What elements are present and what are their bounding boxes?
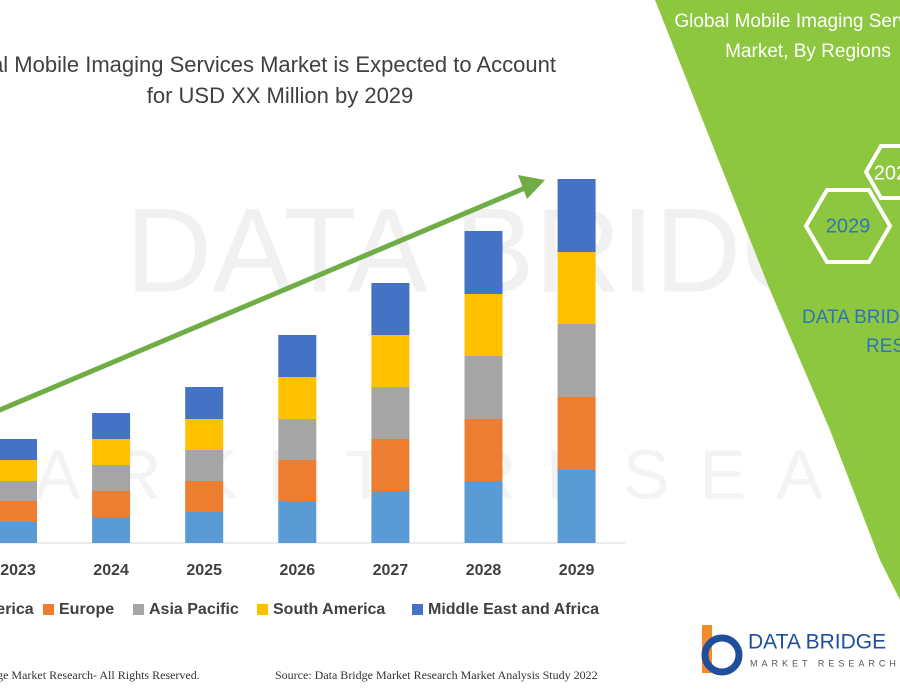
bar-segment: [278, 501, 317, 543]
chart-title: for USD XX Million by 2029: [147, 83, 414, 108]
legend-swatch: [43, 604, 54, 615]
legend-swatch: [133, 604, 144, 615]
bar-segment: [557, 397, 596, 470]
bar-segment: [278, 377, 317, 419]
legend-label: South America: [273, 601, 385, 618]
bar-segment: [371, 283, 410, 335]
bar-segment: [0, 460, 37, 481]
legend-label: Middle East and Africa: [428, 601, 599, 618]
bar-segment: [92, 439, 131, 465]
bar-segment: [92, 465, 131, 491]
bar-segment: [557, 470, 596, 543]
bar-segment: [278, 335, 317, 377]
legend-label: North America: [0, 601, 34, 618]
bar-segment: [464, 231, 503, 294]
plot: 2023 2024 2025 2026 2027 2028 2029 North Americ…: [0, 175, 625, 618]
watermark: MARKET RESEARCH: [0, 435, 900, 513]
bar-segment: [0, 481, 37, 501]
hexagon: [803, 188, 893, 264]
bar-segment: [371, 439, 410, 491]
panel-title: Global Mobile Imaging Services: [674, 11, 900, 32]
x-tick-label: 2027: [373, 562, 409, 579]
side-panel: [655, 0, 900, 600]
panel-brand: DATA BRIDGE MARKET: [802, 307, 900, 328]
bar-segment: [185, 512, 224, 543]
bar-segment: [0, 439, 37, 460]
bar-segment: [464, 356, 503, 419]
trend-arrow: [0, 185, 526, 413]
bar-segment: [92, 413, 131, 439]
x-tick-label: 2029: [559, 562, 595, 579]
bar-segment: [464, 419, 503, 481]
trend-arrowhead: [518, 175, 545, 199]
bar-segment: [464, 481, 503, 543]
bar-segment: [371, 335, 410, 387]
legend-label: Asia Pacific: [149, 601, 239, 618]
x-tick-label: 2023: [0, 562, 36, 579]
logo-tagline: MARKET RESEARCH: [750, 658, 900, 668]
bar-segment: [0, 501, 37, 522]
bar-segment: [185, 387, 224, 419]
bar-segment: [464, 294, 503, 356]
logo-name: DATA BRIDGE: [748, 631, 886, 654]
legend-swatch: [257, 604, 268, 615]
bar-segment: [185, 450, 224, 481]
x-tick-label: 2028: [466, 562, 502, 579]
bar-segment: [557, 324, 596, 397]
bar-segment: [92, 517, 131, 543]
bar-segment: [278, 419, 317, 460]
legend-swatch: [412, 604, 423, 615]
panel-year: 2029: [826, 215, 871, 237]
bar-segment: [185, 419, 224, 450]
panel-brand: RESEARCH: [866, 336, 900, 357]
x-tick-label: 2025: [186, 562, 222, 579]
x-tick-label: 2026: [280, 562, 316, 579]
legend-label: Europe: [59, 601, 114, 618]
copyright: © Data Bridge Market Research- All Right…: [0, 668, 200, 682]
bar-segment: [557, 252, 596, 324]
bar-segment: [0, 522, 37, 543]
panel-title: Market, By Regions: [725, 41, 891, 62]
bar-segment: [92, 491, 131, 517]
hexagon: [863, 144, 900, 200]
bar-segment: [557, 179, 596, 252]
bar-segment: [278, 460, 317, 501]
logo: DATA BRIDGE MARKET RESEARCH: [701, 625, 900, 676]
source: Source: Data Bridge Market Research Mark…: [275, 668, 598, 682]
bar-segment: [371, 491, 410, 543]
bar-segment: [371, 387, 410, 439]
x-tick-label: 2024: [93, 562, 129, 579]
bar-segment: [185, 481, 224, 512]
logo-mark: [701, 634, 743, 676]
panel-year: 2022: [874, 162, 900, 184]
chart-title: Global Mobile Imaging Services Market is…: [0, 52, 556, 77]
